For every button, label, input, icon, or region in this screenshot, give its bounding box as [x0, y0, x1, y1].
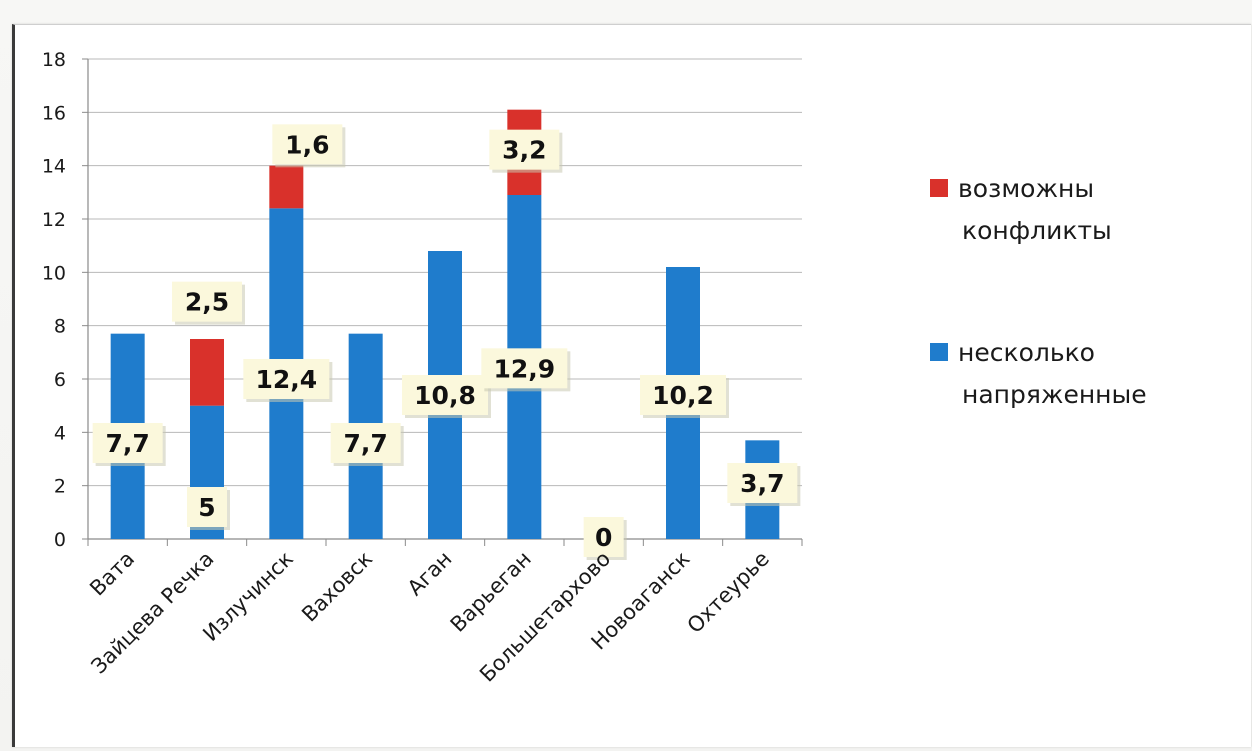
- data-label-text: 2,5: [185, 288, 229, 317]
- x-tick-label: Вата: [85, 547, 139, 601]
- y-tick-label: 6: [54, 369, 66, 391]
- data-label-series-1-8: 10,2: [640, 375, 729, 418]
- data-label-text: 10,2: [652, 381, 714, 410]
- data-label-box: [481, 348, 568, 389]
- data-label-series-1-7: 0: [583, 517, 627, 560]
- data-label-box: [583, 517, 624, 557]
- x-tick-label: Большетархово: [475, 547, 615, 687]
- data-label-text: 3,2: [502, 136, 546, 165]
- y-tick-label: 18: [42, 49, 66, 71]
- y-tick-label: 8: [54, 316, 66, 338]
- bar-segment-2-series-2: [190, 339, 224, 406]
- data-label-box: [172, 281, 242, 322]
- data-label-text: 10,8: [414, 381, 476, 410]
- data-label-text: 12,4: [255, 365, 317, 394]
- x-tick-label: Аган: [403, 547, 457, 601]
- data-label-text: 1,6: [285, 130, 329, 159]
- data-label-box: [402, 375, 488, 415]
- data-label-text: 5: [198, 493, 215, 522]
- legend-swatch: [930, 343, 948, 361]
- data-label-series-1-2: 5: [187, 487, 230, 530]
- data-label-series-1-9: 3,7: [727, 463, 801, 506]
- data-label-box: [243, 359, 330, 399]
- legend-label-line: напряженные: [962, 380, 1147, 409]
- data-label-text: 3,7: [740, 469, 784, 498]
- data-label-text: 7,7: [344, 429, 388, 458]
- y-tick-label: 4: [54, 422, 66, 444]
- legend-swatch: [930, 179, 948, 197]
- data-label-series-2-2: 2,5: [172, 281, 245, 325]
- data-label-text: 7,7: [106, 429, 150, 458]
- y-tick-label: 14: [42, 156, 66, 178]
- data-label-box: [92, 423, 163, 463]
- bar-segment-3-series-2: [269, 165, 304, 209]
- y-tick-label: 10: [42, 262, 66, 284]
- y-tick-label: 0: [54, 529, 66, 551]
- data-label-box: [272, 124, 343, 165]
- data-label-series-1-4: 7,7: [330, 423, 404, 466]
- legend-label-line: несколько: [958, 338, 1095, 367]
- legend-label-line: конфликты: [962, 216, 1112, 245]
- data-label-series-2-6: 3,2: [489, 129, 563, 173]
- data-label-box: [330, 423, 401, 463]
- data-label-box: [187, 487, 227, 527]
- data-label-series-1-5: 10,8: [402, 375, 491, 418]
- data-label-series-1-3: 12,4: [243, 359, 333, 402]
- data-label-series-1-1: 7,7: [92, 423, 166, 466]
- data-label-series-1-6: 12,9: [481, 348, 571, 392]
- legend-label-line: возможны: [958, 174, 1094, 203]
- data-label-series-2-3: 1,6: [272, 124, 346, 168]
- y-tick-label: 16: [42, 102, 66, 124]
- y-tick-label: 2: [54, 476, 66, 498]
- data-label-box: [727, 463, 798, 503]
- x-tick-label: Охтеурье: [683, 547, 774, 638]
- data-label-text: 0: [595, 523, 612, 552]
- data-label-box: [640, 375, 726, 415]
- data-label-text: 12,9: [493, 354, 555, 383]
- x-tick-label: Ваховск: [297, 547, 377, 627]
- y-tick-label: 12: [42, 209, 66, 231]
- data-label-box: [489, 129, 560, 170]
